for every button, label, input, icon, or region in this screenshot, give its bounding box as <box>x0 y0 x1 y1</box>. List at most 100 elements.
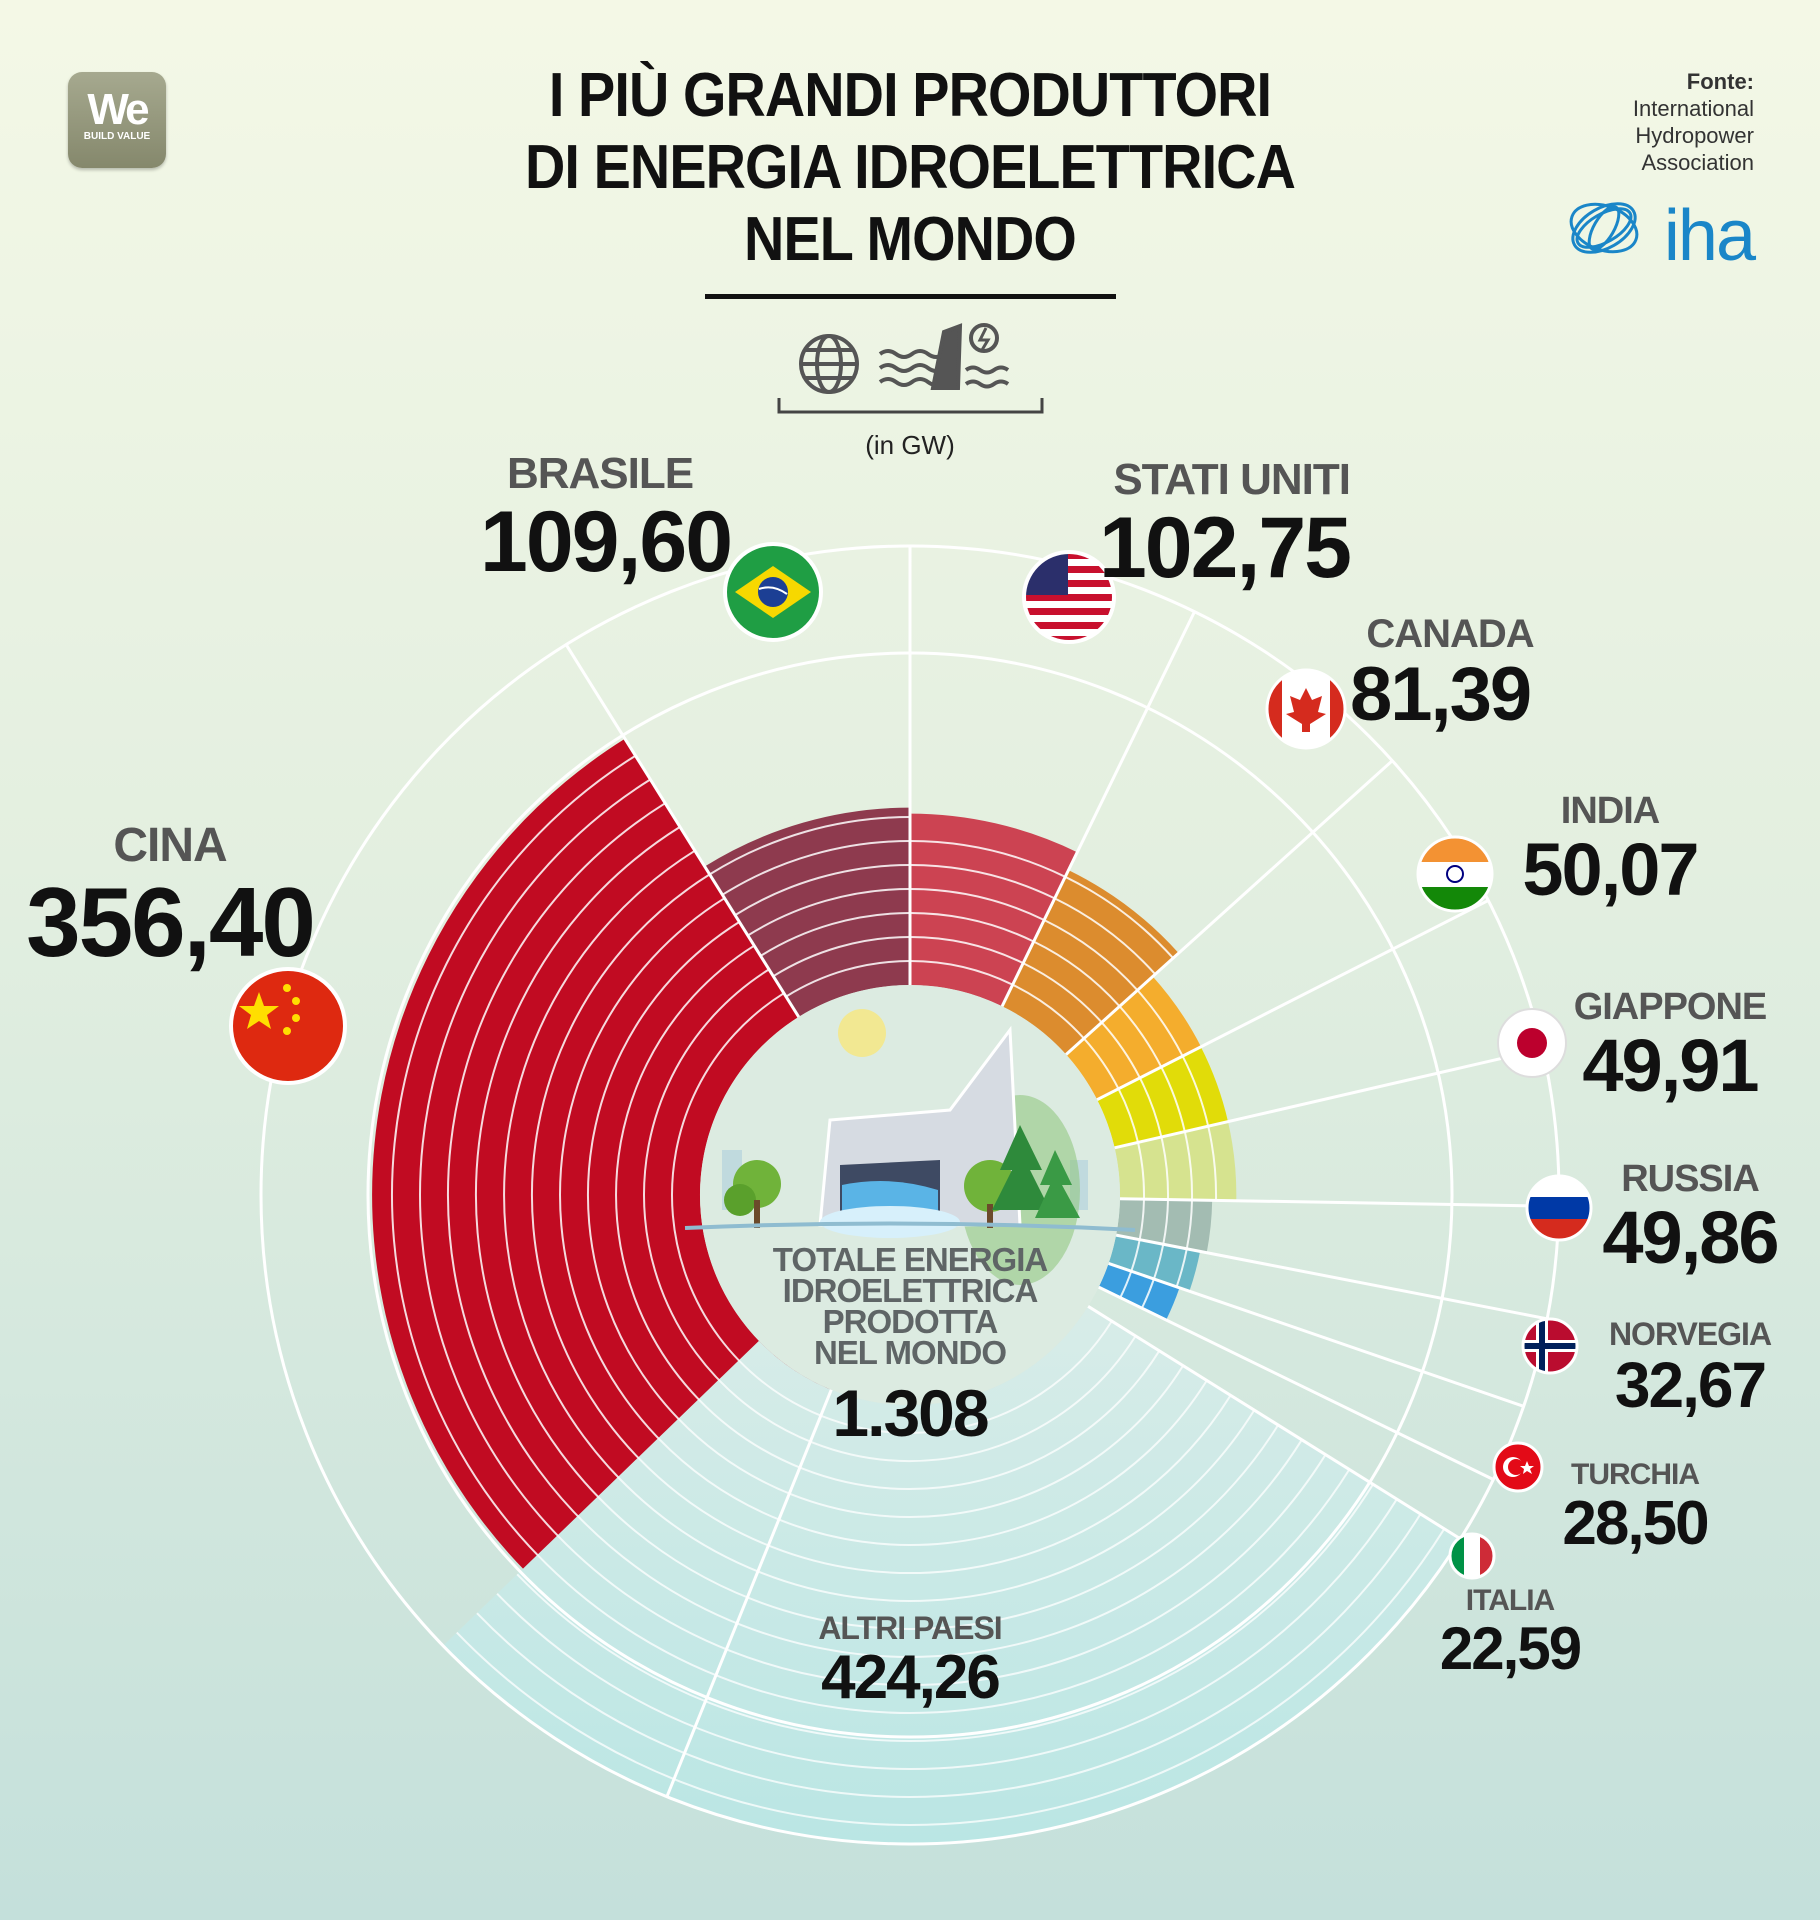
page-title: I PIÙ GRANDI PRODUTTORI DI ENERGIA IDROE… <box>91 60 1729 276</box>
label-giappone-name: GIAPPONE <box>1573 986 1768 1028</box>
label-cina: CINA 356,40 <box>20 819 320 977</box>
japan-flag-icon <box>1497 1008 1567 1078</box>
slice-ring-line <box>721 840 911 896</box>
label-russia: RUSSIA 49,86 <box>1590 1158 1790 1276</box>
label-italia-value: 22,59 <box>1439 1615 1582 1682</box>
slice-spoke <box>1065 759 1394 1056</box>
slice-ring-line <box>909 936 1024 964</box>
slice-bar <box>1098 1263 1180 1320</box>
label-norvegia: NORVEGIA 32,67 <box>1590 1316 1790 1418</box>
slice-giappone <box>1097 1046 1228 1148</box>
label-altri-paesi-value: 424,26 <box>821 1643 1001 1712</box>
slice-ring-line <box>1043 919 1139 991</box>
center-disc <box>684 985 1136 1405</box>
slice-bar <box>704 807 910 1017</box>
label-cina-value: 356,40 <box>26 867 316 977</box>
slice-ring-line <box>516 1483 1374 1742</box>
china-flag-icon <box>229 967 347 1085</box>
slice-ring-line <box>717 1335 1137 1463</box>
slice-bar <box>1108 1235 1201 1292</box>
center-total-value: 1.308 <box>832 1376 989 1450</box>
center-label-line-1: TOTALE ENERGIA <box>772 1241 1048 1278</box>
label-altri-paesi-name: ALTRI PAESI <box>818 1610 1002 1646</box>
slices-layer <box>372 738 1461 1845</box>
slice-ring-line <box>734 863 911 916</box>
label-italia-name: ITALIA <box>1465 1584 1555 1617</box>
slice-ring-line <box>1160 1136 1170 1200</box>
source-line-3: Association <box>1641 150 1754 175</box>
label-brasile: BRASILE 109,60 <box>480 449 733 590</box>
slice-ring-line <box>1118 1005 1163 1068</box>
slice-ring-line <box>1064 875 1174 959</box>
iha-logo-text: iha <box>1663 196 1756 276</box>
center-label-line-4: NEL MONDO <box>813 1334 1007 1371</box>
russia-flag-icon <box>1525 1174 1593 1242</box>
slice-ring-line <box>1136 989 1184 1057</box>
logo-main-text: We <box>87 85 149 134</box>
unit-bracket <box>777 398 1044 414</box>
slice-ring-line <box>1022 962 1103 1024</box>
slice-spoke <box>1087 1305 1462 1541</box>
label-india-value: 50,07 <box>1522 828 1699 911</box>
slice-bar <box>1097 1046 1228 1148</box>
label-russia-value: 49,86 <box>1602 1196 1779 1279</box>
slice-spoke <box>564 643 800 1018</box>
slice-ring-line <box>785 960 911 998</box>
dam-icon <box>878 323 1010 390</box>
label-turchia-name: TURCHIA <box>1571 1458 1700 1491</box>
title-line-1: I PIÙ GRANDI PRODUTTORI <box>548 61 1272 130</box>
label-norvegia-name: NORVEGIA <box>1608 1316 1772 1352</box>
slice-spoke <box>1000 611 1196 1007</box>
slice-altri-paesi <box>443 1306 1461 1845</box>
label-giappone: GIAPPONE 49,91 <box>1560 986 1780 1104</box>
iha-swirl-icon <box>1569 202 1639 254</box>
italy-flag-icon <box>1448 1532 1496 1580</box>
slice-ring-line <box>576 1439 1303 1658</box>
slice-ring-line <box>637 1394 1232 1575</box>
slice-india <box>1066 976 1201 1100</box>
logo-sub-text: BUILD VALUE <box>83 131 151 142</box>
label-canada-value: 81,39 <box>1350 652 1532 737</box>
label-canada: CANADA 81,39 <box>1350 612 1550 734</box>
slice-ring-line <box>738 1320 1113 1434</box>
source-line-1: International <box>1632 96 1754 121</box>
center-label-line-3: PRODOTTA <box>822 1303 999 1340</box>
label-russia-name: RUSSIA <box>1621 1158 1760 1200</box>
slice-ring-line <box>909 912 1035 943</box>
label-norvegia-value: 32,67 <box>1614 1349 1767 1421</box>
slice-ring-line <box>709 816 911 876</box>
label-giappone-value: 49,91 <box>1582 1024 1759 1107</box>
slice-ring-line <box>909 864 1056 900</box>
slice-ring-line <box>1083 1037 1120 1090</box>
spokes-layer <box>564 546 1559 1798</box>
source-line-2: Hydropower <box>1635 123 1754 148</box>
source-label: Fonte: <box>1686 69 1754 94</box>
label-canada-name: CANADA <box>1366 612 1534 656</box>
label-stati-uniti-value: 102,75 <box>1098 500 1352 596</box>
slice-ring-line <box>496 1498 1398 1770</box>
slice-ring-line <box>1139 1077 1163 1138</box>
slice-bar <box>910 813 1078 1007</box>
slice-ring-line <box>772 936 911 978</box>
slice-spoke <box>1114 1047 1543 1150</box>
slice-ring-line <box>677 1365 1184 1518</box>
slice-ring-line <box>536 1468 1351 1714</box>
slice-bar <box>1066 976 1201 1100</box>
slice-spoke <box>1108 1261 1525 1408</box>
label-brasile-value: 109,60 <box>480 494 733 590</box>
label-cina-name: CINA <box>113 819 227 872</box>
label-turchia-value: 28,50 <box>1562 1489 1709 1558</box>
slice-spoke <box>1119 1197 1559 1208</box>
label-turchia: TURCHIA 28,50 <box>1545 1458 1725 1556</box>
label-india-name: INDIA <box>1560 790 1660 832</box>
label-brasile-name: BRASILE <box>506 449 694 498</box>
norway-flag-icon <box>1521 1317 1579 1375</box>
slice-ring-line <box>456 1528 1446 1826</box>
slice-ring-line <box>760 912 911 957</box>
slice-ring-line <box>1137 1142 1146 1200</box>
slice-spoke <box>1098 1285 1494 1481</box>
inner-ring <box>366 651 1454 1739</box>
slice-bar <box>443 1306 1461 1845</box>
slice-ring-line <box>1160 1066 1186 1132</box>
slice-spoke <box>1115 1233 1548 1321</box>
